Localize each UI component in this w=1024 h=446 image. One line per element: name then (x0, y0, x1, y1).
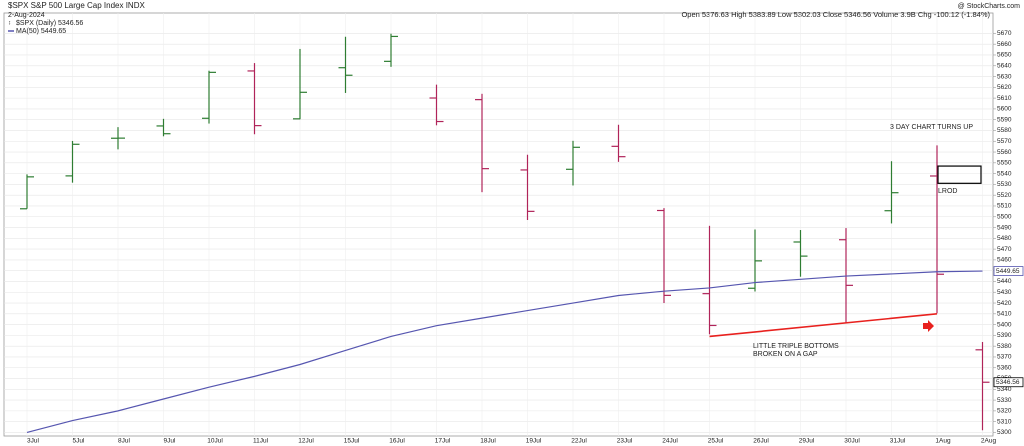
x-tick-label: 5Jul (73, 438, 85, 445)
y-tick-label: 5480 (997, 235, 1012, 242)
y-tick-label: 5500 (997, 213, 1012, 220)
y-tick-label: 5320 (997, 408, 1012, 415)
y-tick-label: 5640 (997, 62, 1012, 69)
y-tick-label: 5670 (997, 30, 1012, 37)
x-tick-label: 1Aug (935, 438, 951, 445)
y-tick-label: 5380 (997, 343, 1012, 350)
y-tick-label: 5470 (997, 246, 1012, 253)
note: BROKEN ON A GAP (753, 351, 818, 358)
x-tick-label: 11Jul (253, 438, 269, 445)
y-tick-label: 5390 (997, 332, 1012, 339)
y-tick-label: 5650 (997, 52, 1012, 59)
y-tick-label: 5360 (997, 364, 1012, 371)
source: @ StockCharts.com (958, 3, 1021, 10)
y-tick-label: 5440 (997, 278, 1012, 285)
annotation: 3 DAY CHART TURNS UP (890, 124, 973, 131)
x-tick-label: 16Jul (389, 438, 405, 445)
x-tick-label: 23Jul (617, 438, 633, 445)
ma-price-label-box (993, 266, 1024, 276)
y-tick-label: 5520 (997, 192, 1012, 199)
quote: Open 5376.63 High 5383.89 Low 5302.03 Cl… (681, 10, 990, 19)
y-tick-label: 5430 (997, 289, 1012, 296)
x-tick-label: 22Jul (571, 438, 587, 445)
y-tick-label: 5630 (997, 73, 1012, 80)
close-price-label-box (993, 377, 1024, 388)
y-tick-label: 5330 (997, 397, 1012, 404)
x-tick-label: 17Jul (435, 438, 451, 445)
close-price-label: 5346.56 (996, 379, 1020, 386)
lrod-box (937, 165, 982, 184)
y-tick-label: 5490 (997, 224, 1012, 231)
y-tick-label: 5340 (997, 386, 1012, 393)
y-tick-label: 5510 (997, 203, 1012, 210)
y-tick-label: 5600 (997, 106, 1012, 113)
chart-title: $SPX S&P 500 Large Cap Index INDX (8, 1, 145, 10)
legend-icon: ↕ (8, 21, 11, 27)
x-tick-label: 9Jul (164, 438, 176, 445)
y-tick-label: 5550 (997, 160, 1012, 167)
x-tick-label: 24Jul (662, 438, 678, 445)
x-tick-label: 30Jul (844, 438, 860, 445)
arrow (923, 320, 934, 332)
x-tick-label: 29Jul (799, 438, 815, 445)
x-tick-label: 18Jul (480, 438, 496, 445)
x-tick-label: 26Jul (753, 438, 769, 445)
y-tick-label: 5660 (997, 41, 1012, 48)
y-tick-label: 5540 (997, 170, 1012, 177)
ma-price-label: 5449.65 (996, 268, 1020, 275)
y-tick-label: 5370 (997, 354, 1012, 361)
y-tick-label: 5420 (997, 300, 1012, 307)
x-tick-label: 3Jul (27, 438, 39, 445)
x-tick-label: 2Aug (981, 438, 997, 445)
note: LITTLE TRIPLE BOTTOMS (753, 343, 839, 350)
legend-entry: $SPX (Daily) 5346.56 (16, 20, 83, 27)
x-tick-label: 8Jul (118, 438, 130, 445)
y-tick-label: 5620 (997, 84, 1012, 91)
y-tick-label: 5590 (997, 116, 1012, 123)
y-tick-label: 5580 (997, 127, 1012, 134)
x-tick-label: 12Jul (298, 438, 314, 445)
y-tick-label: 5560 (997, 149, 1012, 156)
y-tick-label: 5310 (997, 418, 1012, 425)
ma-line (26, 270, 983, 434)
x-tick-label: 25Jul (708, 438, 724, 445)
y-tick-label: 5460 (997, 257, 1012, 264)
legend-entry: MA(50) 5449.65 (16, 28, 66, 35)
y-tick-label: 5300 (997, 429, 1012, 436)
y-tick-label: 5530 (997, 181, 1012, 188)
lrod-label: LROD (938, 188, 957, 195)
plot-frame (3, 12, 994, 437)
y-tick-label: 5410 (997, 311, 1012, 318)
x-tick-label: 10Jul (207, 438, 223, 445)
chart-subtitle: 2-Aug-2024 (8, 12, 45, 19)
y-tick-label: 5610 (997, 95, 1012, 102)
y-tick-label: 5400 (997, 321, 1012, 328)
x-tick-label: 15Jul (344, 438, 360, 445)
x-tick-label: 31Jul (890, 438, 906, 445)
x-tick-label: 19Jul (526, 438, 542, 445)
y-tick-label: 5570 (997, 138, 1012, 145)
support-line (709, 313, 938, 338)
